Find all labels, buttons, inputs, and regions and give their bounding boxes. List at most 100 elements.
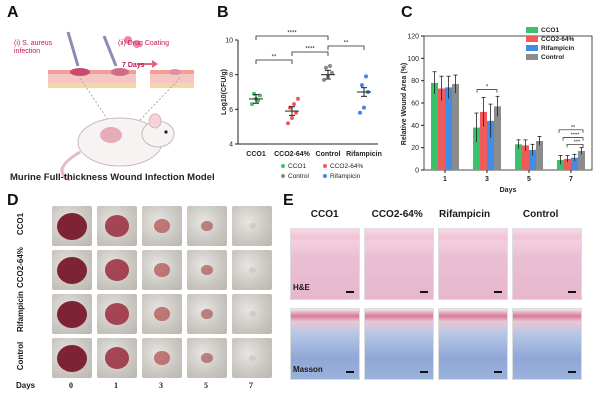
y-tick-label: 120 (407, 34, 419, 41)
bar-control (578, 151, 585, 170)
legend-marker (323, 164, 327, 168)
significance-bracket (562, 137, 584, 141)
panel-b-letter: B (217, 4, 229, 21)
masson-stain-image (438, 308, 508, 380)
data-point-rifampicin (358, 110, 362, 115)
data-point-control (322, 77, 326, 82)
day-label: 7 (249, 381, 253, 390)
he-stain-image (290, 228, 360, 300)
y-tick-label: 4 (229, 142, 233, 149)
panel-e-letter: E (283, 192, 294, 209)
significance-label: **** (287, 31, 297, 37)
y-tick-label: 20 (411, 145, 419, 152)
histology-column-title: Control (522, 209, 559, 220)
wound-area (57, 300, 87, 328)
wound-photo (52, 250, 92, 290)
wound-area (154, 306, 170, 322)
bar-cco1 (557, 159, 564, 170)
bar-control (494, 106, 501, 170)
wound-photo (142, 294, 182, 334)
bar-rifampicin (445, 87, 452, 170)
step1-label: (i) S. aureus infection (14, 40, 53, 55)
y-axis-label: Log10(CFU/g) (221, 69, 228, 115)
photo-row-label: Rifampicin (16, 291, 25, 332)
days-row-label: Days (16, 381, 36, 390)
data-point-cco1 (258, 93, 262, 98)
y-tick-label: 8 (229, 72, 233, 79)
y-tick-label: 6 (229, 107, 233, 114)
photo-row-label: CCO2-64% (16, 247, 25, 288)
bar-cco264 (480, 111, 487, 170)
x-tick-label: 5 (527, 176, 531, 183)
day-label: 0 (69, 381, 73, 390)
data-point-control (330, 70, 334, 75)
significance-bracket (558, 129, 584, 133)
x-tick-label: 3 (485, 176, 489, 183)
y-tick-label: 40 (411, 123, 419, 130)
wound-photo (52, 338, 92, 378)
wound-area (57, 256, 87, 284)
day-label: 3 (159, 381, 163, 390)
legend-label: CCO1 (541, 27, 559, 34)
wound-photo (187, 294, 227, 334)
wound-area (201, 264, 213, 276)
he-row-label: H&E (293, 283, 310, 292)
syringe-icon (66, 31, 80, 67)
legend-marker (281, 174, 285, 178)
wound-photo (232, 338, 272, 378)
bar-control (452, 84, 459, 170)
x-tick-label: Control (316, 151, 341, 158)
wound-area (105, 347, 129, 369)
wound-area (248, 266, 256, 274)
legend-marker (281, 164, 285, 168)
wound-area (105, 259, 129, 281)
wound-photo (97, 294, 137, 334)
significance-label: ** (344, 41, 349, 47)
wound-area (154, 350, 170, 366)
scale-bar (568, 371, 576, 373)
wound-site (70, 68, 90, 76)
bar-control (536, 140, 543, 170)
panel-a-letter: A (7, 4, 19, 21)
wound-area-bar-chart: 0 20 40 60 80 100 120 Relative Wound Area (%) 1 3… (401, 27, 593, 194)
syringe-icon-2 (102, 35, 118, 67)
wound-area (248, 354, 256, 362)
legend-swatch (526, 45, 538, 51)
legend-label: CCO2-64% (330, 163, 363, 170)
he-stain-image (364, 228, 434, 300)
wound-area (154, 218, 170, 234)
legend-label: CCO1 (288, 163, 306, 170)
bar-rifampicin (487, 120, 494, 170)
wound-photo (142, 206, 182, 246)
wound-photo (232, 250, 272, 290)
histology-column-title: Rifampicin (439, 209, 491, 220)
wound-area (201, 220, 213, 232)
data-point-control (328, 64, 332, 68)
bar-cco264 (522, 145, 529, 170)
data-point-cco264 (290, 116, 294, 120)
bar-cco264 (438, 88, 445, 170)
y-axis-label: Relative Wound Area (%) (401, 63, 408, 145)
bar-cco1 (515, 144, 522, 170)
significance-label: ** (571, 125, 576, 131)
scale-bar (346, 291, 354, 293)
legend-swatch (526, 54, 538, 60)
day-label: 1 (114, 381, 118, 390)
data-point-cco1 (256, 98, 260, 103)
data-point-cco1 (250, 102, 254, 107)
data-point-cco264 (286, 121, 290, 126)
legend-label: CCO2-64% (541, 36, 574, 43)
wound-area (201, 352, 213, 364)
wound-photo (97, 338, 137, 378)
histology-column-title: CCO2-64% (371, 209, 423, 220)
significance-bracket (255, 35, 329, 40)
significance-label: ** (272, 55, 277, 61)
wound-photo (52, 294, 92, 334)
wound-photo (187, 250, 227, 290)
photo-row-label: CCO1 (16, 212, 25, 236)
panel-d-letter: D (7, 192, 19, 209)
data-point-cco264 (294, 110, 298, 115)
data-point-rifampicin (364, 74, 368, 79)
y-tick-label: 0 (415, 168, 419, 175)
step2-label: (ii) Drug Coating (118, 40, 169, 47)
